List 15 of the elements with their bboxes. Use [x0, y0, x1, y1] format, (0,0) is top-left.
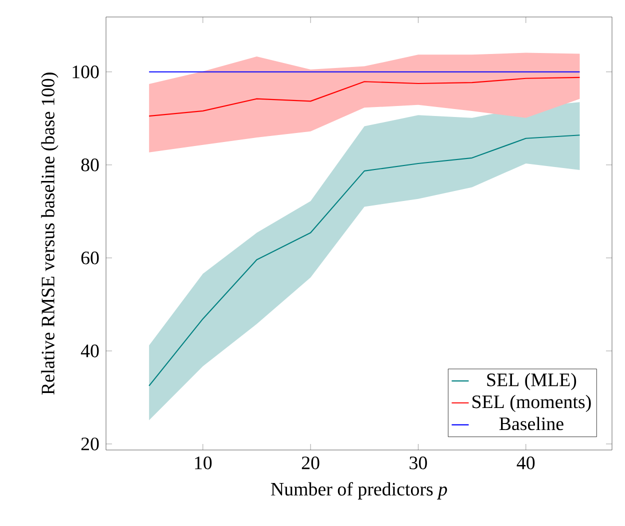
x-tick-label: 30	[410, 456, 427, 470]
y-tick-label: 80	[81, 158, 99, 172]
y-tick-label: 40	[80, 344, 99, 358]
x-axis-title: Number of predictors p	[270, 482, 447, 500]
line-series	[148, 76, 580, 117]
y-tick-label: 20	[81, 438, 99, 450]
legend-label: SEL (moments)	[472, 394, 591, 412]
legend-label: Baseline	[499, 416, 564, 430]
y-tick-label: 60	[81, 252, 99, 264]
x-tick-label: 10	[195, 456, 212, 470]
y-axis-title: Relative RMSE versus baseline (base 100)	[41, 72, 58, 395]
y-tick-label: 100	[72, 65, 99, 78]
x-tick-label: 40	[516, 456, 535, 470]
x-tick-label: 20	[302, 456, 320, 470]
legend-label: SEL (MLE)	[487, 372, 576, 390]
